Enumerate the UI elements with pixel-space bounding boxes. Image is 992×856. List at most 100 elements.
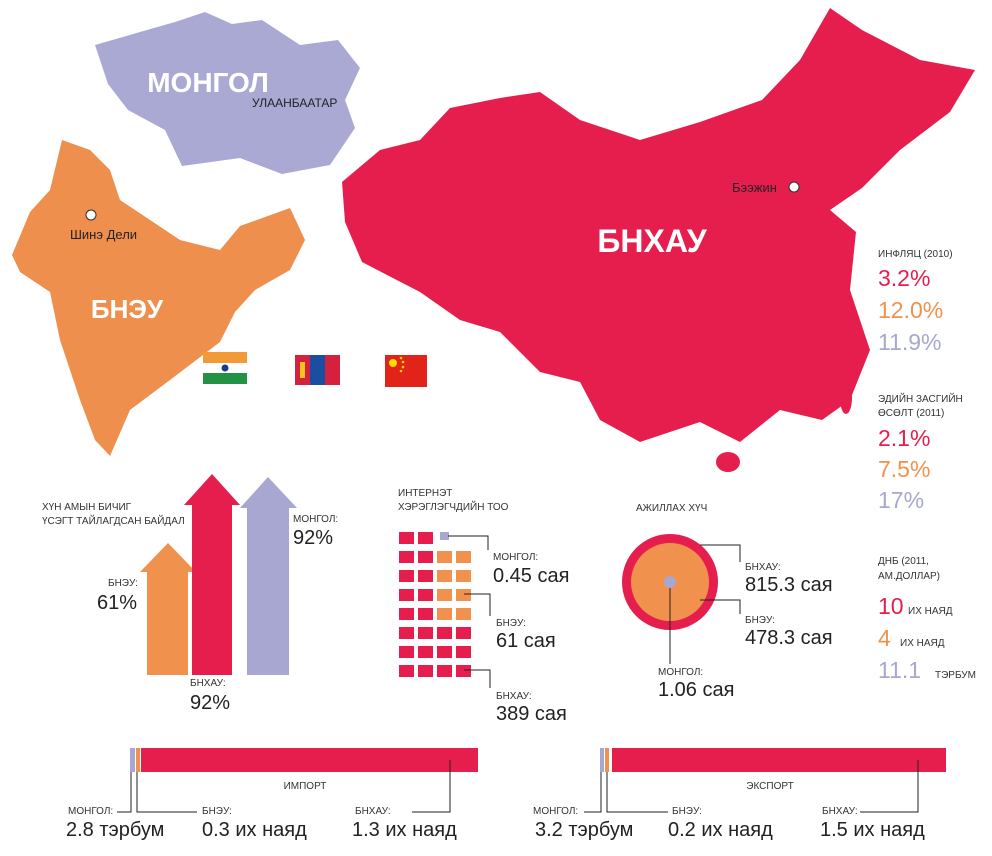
waffle-cell [418, 570, 433, 582]
waffle-cell [456, 665, 471, 677]
waffle-cell [418, 627, 433, 639]
leader-line [412, 760, 451, 813]
import-label: БНХАУ: [355, 806, 391, 817]
leader-line [136, 772, 197, 813]
gdp-unit: ТЭРБУМ [935, 670, 976, 681]
waffle-cell [399, 627, 414, 639]
import-value: 0.3 их наяд [202, 819, 307, 841]
export-title: ЭКСПОРТ [746, 781, 793, 792]
export-value: 1.5 их наяд [820, 819, 925, 841]
labor-value: 815.3 сая [745, 574, 833, 596]
internet-label: МОНГОЛ: [493, 552, 538, 563]
leader-line [860, 760, 919, 813]
growth-title: ӨСӨЛТ (2011) [878, 408, 944, 419]
import-label: БНЭУ: [202, 806, 232, 817]
internet-label: БНЭУ: [496, 618, 526, 629]
gdp-china: 10 [878, 593, 904, 619]
flag-india [203, 352, 247, 384]
internet-value: 61 сая [496, 630, 556, 652]
leader-line [700, 599, 741, 614]
leader-line [464, 593, 491, 616]
growth-title: ЭДИЙН ЗАСГИЙН [878, 392, 963, 405]
hainan-map [716, 452, 740, 472]
leader-line [606, 772, 668, 813]
labor-value: 1.06 сая [658, 679, 734, 701]
internet-value: 389 сая [496, 703, 567, 725]
leader-line [464, 669, 491, 688]
gdp-mongolia: 11.1 [878, 657, 921, 683]
waffle-cell [399, 608, 414, 620]
growth-china: 2.1% [878, 425, 930, 451]
gdp-unit: ИХ НАЯД [900, 638, 945, 649]
arrow-china [184, 474, 240, 675]
gdp-india: 4 [878, 625, 891, 651]
internet-value: 0.45 сая [493, 565, 569, 587]
china-map [342, 8, 975, 442]
literacy-title: ҮСЭГТ ТАЙЛАГДСАН БАЙДАЛ [42, 514, 185, 527]
bar-india [605, 748, 609, 772]
labor-label: МОНГОЛ: [658, 667, 703, 678]
export-label: БНХАУ: [822, 806, 858, 817]
capital-marker [85, 209, 97, 221]
labor-value: 478.3 сая [745, 627, 833, 649]
literacy-value: 92% [293, 527, 333, 549]
waffle-cell [418, 532, 433, 544]
export-value: 3.2 тэрбум [535, 819, 633, 841]
waffle-cell [437, 589, 452, 601]
gdp-title: ДНБ (2011, [878, 556, 929, 567]
export-label: МОНГОЛ: [533, 806, 578, 817]
gdp-unit: ИХ НАЯД [908, 606, 953, 617]
literacy-label: МОНГОЛ: [293, 514, 338, 525]
literacy-title: ХҮН АМЫН БИЧИГ [42, 502, 132, 513]
waffle-cell [399, 589, 414, 601]
gdp-title: АМ.ДОЛЛАР) [878, 571, 940, 582]
growth-mongolia: 17% [878, 487, 924, 513]
bar-mongolia [130, 748, 135, 772]
waffle-cell [437, 627, 452, 639]
literacy-value: 61% [97, 592, 137, 614]
china-name: БНХАУ [597, 223, 707, 259]
india-capital: Шинэ Дели [70, 227, 137, 242]
waffle-cell [418, 589, 433, 601]
taiwan-map [840, 382, 852, 414]
waffle [399, 532, 471, 677]
waffle-cell [399, 646, 414, 658]
capital-marker [788, 181, 800, 193]
waffle-cell [437, 608, 452, 620]
waffle-cell [418, 665, 433, 677]
leader-line [584, 772, 602, 813]
bar-china [141, 748, 478, 772]
waffle-cell [418, 608, 433, 620]
waffle-cell [437, 665, 452, 677]
waffle-cell [418, 551, 433, 563]
waffle-cell [456, 589, 471, 601]
waffle-cell [440, 532, 449, 540]
import-value: 2.8 тэрбум [66, 819, 164, 841]
inflation-india: 12.0% [878, 297, 943, 323]
waffle-cell [456, 627, 471, 639]
import-label: МОНГОЛ: [68, 806, 113, 817]
labor-label: БНЭУ: [745, 615, 775, 626]
bar-china [612, 748, 946, 772]
circle-mongolia [664, 576, 676, 588]
flag-mongolia [295, 355, 340, 385]
bar-mongolia [600, 748, 604, 772]
waffle-cell [418, 646, 433, 658]
mongolia-map [95, 12, 360, 174]
arrow-mongolia [240, 477, 297, 675]
india-name: БНЭУ [91, 294, 164, 324]
waffle-cell [437, 551, 452, 563]
export-value: 0.2 их наяд [668, 819, 773, 841]
inflation-mongolia: 11.9% [878, 329, 942, 355]
mongolia-capital: УЛААНБААТАР [252, 96, 337, 110]
waffle-cell [437, 646, 452, 658]
arrow-india [140, 543, 196, 675]
waffle-cell [399, 532, 414, 544]
internet-title: ИНТЕРНЭТ [398, 488, 452, 499]
import-value: 1.3 их наяд [352, 819, 457, 841]
leader-line [117, 772, 132, 813]
labor-title: АЖИЛЛАХ ХҮЧ [636, 503, 707, 514]
internet-title: ХЭРЭГЛЭГЧДИЙН ТОО [398, 500, 509, 513]
